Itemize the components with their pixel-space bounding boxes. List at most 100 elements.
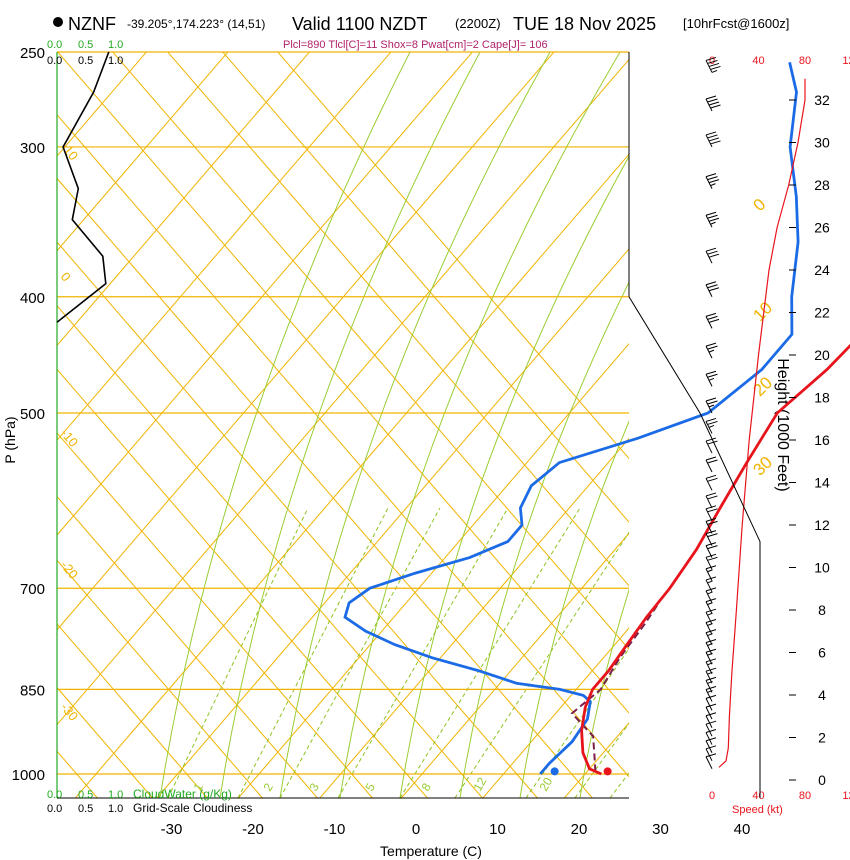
cloudwater-tick-1: 0.5 xyxy=(78,789,93,801)
wind-barb-flag xyxy=(705,397,717,402)
wind-barb-flag xyxy=(710,140,721,145)
x-axis-title: Temperature (C) xyxy=(380,843,482,859)
height-tick-label: 10 xyxy=(814,560,830,576)
cloudwater-tick-2: 1.0 xyxy=(108,789,123,801)
wind-barb-flag xyxy=(710,65,721,70)
height-tick-label: 22 xyxy=(814,305,830,321)
cloudiness-tick-2: 1.0 xyxy=(108,803,123,815)
x-tick-label: -20 xyxy=(242,821,264,838)
pressure-tick-label: 1000 xyxy=(12,767,45,784)
dry-adiabat-line xyxy=(57,559,264,798)
wind-barb xyxy=(705,745,717,762)
dry-adiabat-line xyxy=(112,52,629,651)
moist-adiabat-line xyxy=(339,52,621,798)
wind-barb-staff xyxy=(705,723,713,737)
speed-tick-label-bottom: 80 xyxy=(799,790,811,802)
wind-barb-flag xyxy=(705,211,717,216)
dewpoint-trace xyxy=(343,61,800,775)
wind-barb-flag xyxy=(708,179,720,184)
speed-tick-label-top: 120 xyxy=(842,55,850,67)
wind-barb xyxy=(705,95,721,112)
wind-barb-flag xyxy=(707,495,718,500)
wind-barb xyxy=(705,312,720,329)
wind-barb-flag xyxy=(705,56,717,61)
wind-barb-flag xyxy=(705,720,717,725)
wind-barb xyxy=(705,667,717,684)
temperature-trace xyxy=(580,343,850,776)
moist-adiabat-line xyxy=(579,588,629,798)
moist-adiabat-line xyxy=(159,52,411,798)
moist-adiabat-line xyxy=(219,52,481,798)
left-isotherm-label: 0 xyxy=(58,269,74,284)
sounding-series xyxy=(56,51,850,776)
wind-barb-flag xyxy=(705,667,717,672)
station-coords: -39.205°,174.223° (14,51) xyxy=(127,17,265,31)
wind-barb-flag xyxy=(708,137,720,142)
height-tick-label: 2 xyxy=(818,730,826,746)
wind-barb xyxy=(705,247,720,264)
wind-barb-staff xyxy=(705,715,713,728)
mixing-ratio-line xyxy=(337,507,509,798)
wind-barb-flag xyxy=(705,658,717,663)
wind-barb-half xyxy=(711,69,718,73)
wind-barb-flag xyxy=(707,345,718,350)
left-isotherm-label: -10 xyxy=(58,139,82,163)
wind-barb-flag xyxy=(710,104,721,109)
valid-utc: (2200Z) xyxy=(455,16,501,31)
wind-barb-flag xyxy=(707,508,718,513)
surface-dewpoint-marker xyxy=(550,767,559,776)
wind-barb-staff xyxy=(705,557,713,570)
wind-barb-flag xyxy=(705,505,717,510)
wind-barb-half xyxy=(708,349,715,353)
mixing-ratio-line xyxy=(399,507,581,798)
wind-barb-flag xyxy=(705,492,717,497)
cloudiness-trace xyxy=(56,51,110,323)
wind-barb-flag xyxy=(705,676,717,681)
wind-barb-staff xyxy=(705,579,713,593)
wind-barb-flag xyxy=(707,440,718,445)
height-tick-label: 32 xyxy=(814,92,830,108)
y-axis-title: P (hPa) xyxy=(2,416,18,463)
wind-barb xyxy=(705,281,720,298)
wind-barb-flag xyxy=(705,753,717,758)
mixing-ratio-line xyxy=(525,647,629,798)
wind-barb-flag xyxy=(708,62,720,67)
wind-barb-flag xyxy=(707,477,718,482)
wind-barb-flag xyxy=(707,373,718,378)
dry-adiabat-line xyxy=(57,368,429,798)
dry-adiabat-line xyxy=(57,114,629,778)
wind-barb xyxy=(705,56,721,73)
wind-barb-flag xyxy=(707,459,718,464)
x-tick-label: 10 xyxy=(489,821,506,838)
wind-barb-flag xyxy=(705,712,717,717)
wind-barb-half xyxy=(708,377,715,381)
wind-barb-flag xyxy=(707,59,718,64)
wind-barb xyxy=(705,131,721,148)
cloudiness-tick-0: 0.0 xyxy=(47,803,62,815)
wind-barb-flag xyxy=(705,370,717,375)
wind-barb-staff xyxy=(705,698,713,711)
wind-barb xyxy=(705,342,718,359)
speed-tick-label-top: 80 xyxy=(799,55,811,67)
pressure-tick-label: 850 xyxy=(20,682,45,699)
wind-barb xyxy=(705,737,717,753)
mixing-ratio-label: 5 xyxy=(362,780,378,793)
wind-barb-flag xyxy=(707,420,718,425)
isotherm-line xyxy=(156,248,629,798)
clipped-grid xyxy=(57,52,629,798)
wind-barb-flag xyxy=(705,639,717,643)
speed-axis-label: Speed (kt) xyxy=(732,804,783,816)
wind-barb-staff xyxy=(705,508,713,522)
pressure-tick-label: 250 xyxy=(20,45,45,62)
wind-barb-staff xyxy=(705,478,713,491)
moist-adiabat-line xyxy=(279,52,551,798)
wind-barb-staff xyxy=(705,642,713,655)
height-tick-label: 8 xyxy=(818,602,826,618)
isotherm-line xyxy=(57,52,311,347)
speed-tick-label-bottom: 0 xyxy=(709,790,715,802)
wind-barb-flag xyxy=(705,703,717,708)
dry-adiabat-line xyxy=(57,495,319,798)
wind-barb-half xyxy=(707,591,713,595)
cloudiness-top-tick-0: 0.0 xyxy=(47,55,62,67)
forecast-info: [10hrFcst@1600z] xyxy=(683,16,789,31)
